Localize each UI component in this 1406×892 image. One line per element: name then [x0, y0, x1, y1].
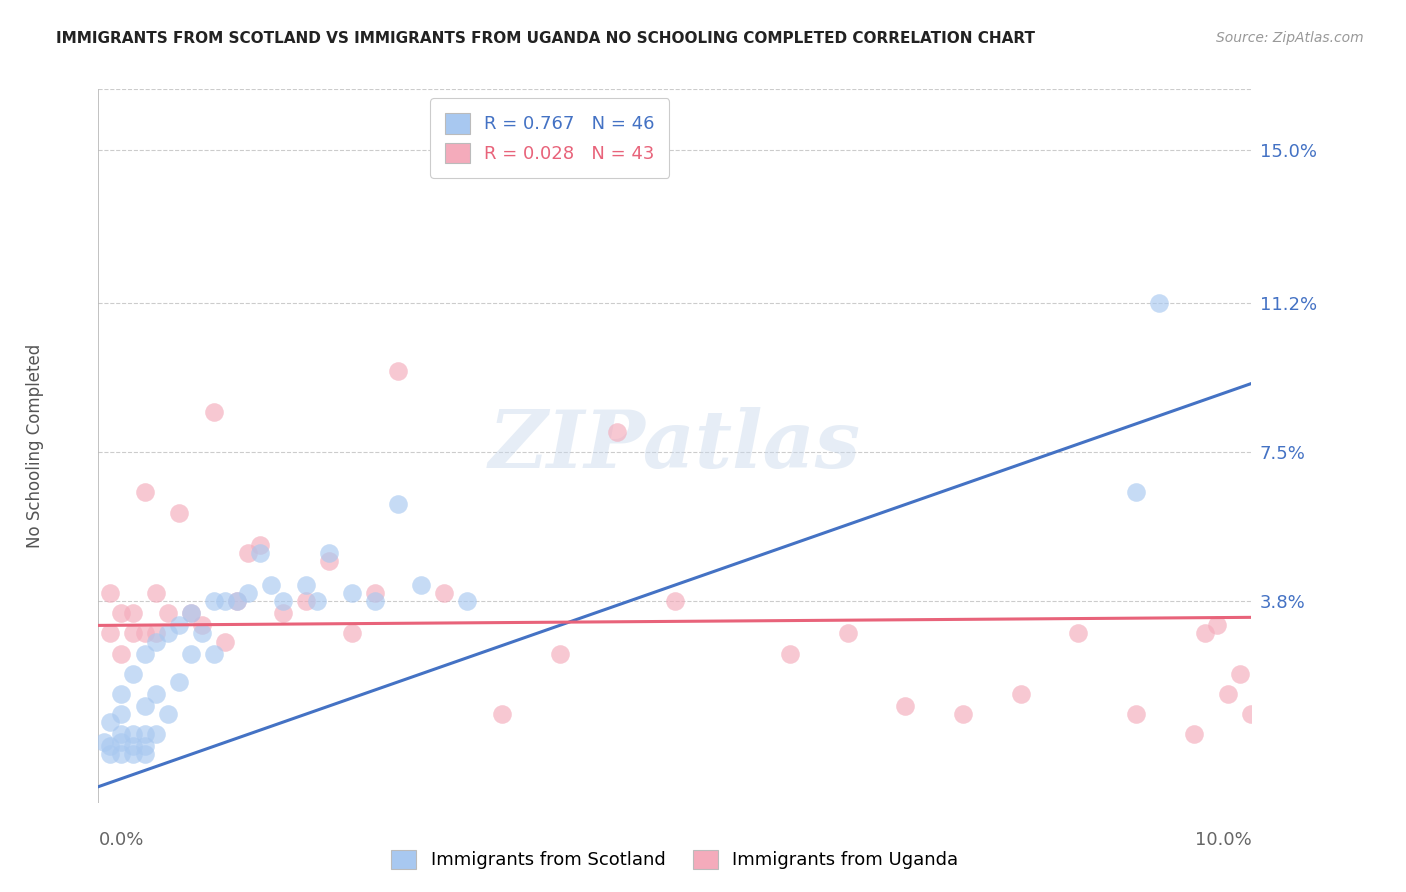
Point [110, 687, 132, 701]
Point [238, 586, 260, 600]
Point [122, 626, 145, 640]
Point [307, 594, 329, 608]
Point [364, 594, 387, 608]
Point [548, 647, 571, 661]
Point [249, 546, 271, 560]
Point [1182, 727, 1205, 741]
Text: 0.0%: 0.0% [98, 831, 143, 849]
Point [295, 578, 318, 592]
Point [202, 405, 225, 419]
Point [167, 506, 190, 520]
Point [122, 739, 145, 754]
Text: 10.0%: 10.0% [1195, 831, 1251, 849]
Point [952, 707, 974, 722]
Point [225, 594, 247, 608]
Point [249, 538, 271, 552]
Point [606, 425, 628, 439]
Point [491, 707, 513, 722]
Point [456, 594, 478, 608]
Point [387, 498, 409, 512]
Point [98, 586, 121, 600]
Point [238, 546, 260, 560]
Point [214, 594, 236, 608]
Point [225, 594, 247, 608]
Point [156, 626, 179, 640]
Point [134, 739, 156, 754]
Point [214, 634, 236, 648]
Point [156, 707, 179, 722]
Point [145, 687, 167, 701]
Point [110, 747, 132, 762]
Point [1229, 666, 1251, 681]
Point [122, 607, 145, 621]
Point [122, 747, 145, 762]
Point [1240, 707, 1263, 722]
Point [202, 647, 225, 661]
Point [134, 727, 156, 741]
Point [1205, 618, 1227, 632]
Point [110, 707, 132, 722]
Text: Source: ZipAtlas.com: Source: ZipAtlas.com [1216, 31, 1364, 45]
Point [837, 626, 859, 640]
Point [1125, 707, 1147, 722]
Text: No Schooling Completed: No Schooling Completed [25, 344, 44, 548]
Point [1125, 485, 1147, 500]
Point [98, 747, 121, 762]
Point [145, 634, 167, 648]
Point [156, 607, 179, 621]
Point [894, 699, 917, 714]
Point [110, 647, 132, 661]
Point [1218, 687, 1240, 701]
Point [664, 594, 686, 608]
Point [318, 546, 340, 560]
Point [180, 607, 202, 621]
Point [167, 618, 190, 632]
Point [134, 747, 156, 762]
Text: IMMIGRANTS FROM SCOTLAND VS IMMIGRANTS FROM UGANDA NO SCHOOLING COMPLETED CORREL: IMMIGRANTS FROM SCOTLAND VS IMMIGRANTS F… [56, 31, 1035, 46]
Legend: Immigrants from Scotland, Immigrants from Uganda: Immigrants from Scotland, Immigrants fro… [382, 841, 967, 879]
Point [318, 554, 340, 568]
Point [202, 594, 225, 608]
Point [1147, 296, 1170, 310]
Point [134, 485, 156, 500]
Point [260, 578, 283, 592]
Point [271, 607, 294, 621]
Point [191, 626, 214, 640]
Point [411, 578, 433, 592]
Point [110, 727, 132, 741]
Legend: R = 0.767   N = 46, R = 0.028   N = 43: R = 0.767 N = 46, R = 0.028 N = 43 [430, 98, 669, 178]
Point [98, 715, 121, 730]
Point [145, 586, 167, 600]
Point [340, 626, 363, 640]
Point [1194, 626, 1216, 640]
Point [134, 647, 156, 661]
Text: ZIPatlas: ZIPatlas [489, 408, 860, 484]
Point [122, 727, 145, 741]
Point [167, 674, 190, 689]
Point [340, 586, 363, 600]
Point [98, 626, 121, 640]
Point [387, 364, 409, 378]
Point [1010, 687, 1032, 701]
Point [295, 594, 318, 608]
Point [180, 647, 202, 661]
Point [1067, 626, 1090, 640]
Point [134, 626, 156, 640]
Point [180, 607, 202, 621]
Point [93, 735, 115, 749]
Point [364, 586, 387, 600]
Point [779, 647, 801, 661]
Point [122, 666, 145, 681]
Point [134, 699, 156, 714]
Point [145, 626, 167, 640]
Point [433, 586, 456, 600]
Point [98, 739, 121, 754]
Point [271, 594, 294, 608]
Point [191, 618, 214, 632]
Point [110, 607, 132, 621]
Point [145, 727, 167, 741]
Point [110, 735, 132, 749]
